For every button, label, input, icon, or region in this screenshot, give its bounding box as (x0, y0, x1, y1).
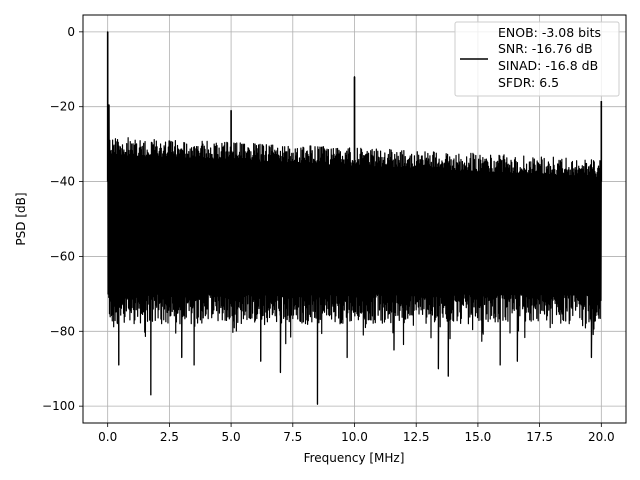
x-tick-label: 20.0 (588, 430, 615, 444)
x-tick-label: 5.0 (222, 430, 241, 444)
legend-line-enob: ENOB: -3.08 bits (498, 25, 601, 40)
y-tick-label: −40 (50, 175, 75, 189)
x-axis-ticks: 0.0 2.5 5.0 7.5 10.0 12.5 15.0 17.5 20.0 (98, 423, 615, 444)
x-tick-label: 15.0 (465, 430, 492, 444)
x-axis-label: Frequency [MHz] (304, 451, 405, 465)
x-tick-label: 0.0 (98, 430, 117, 444)
y-axis-ticks: 0 −20 −40 −60 −80 −100 (42, 25, 83, 413)
x-tick-label: 12.5 (403, 430, 430, 444)
legend-line-sinad: SINAD: -16.8 dB (498, 58, 598, 73)
y-tick-label: −60 (50, 249, 75, 263)
x-tick-label: 7.5 (283, 430, 302, 444)
x-tick-label: 17.5 (526, 430, 553, 444)
legend: ENOB: -3.08 bits SNR: -16.76 dB SINAD: -… (454, 21, 620, 97)
x-tick-label: 2.5 (160, 430, 179, 444)
y-tick-label: −80 (50, 324, 75, 338)
legend-box (454, 21, 620, 97)
y-tick-label: −20 (50, 100, 75, 114)
y-axis-label: PSD [dB] (14, 192, 28, 245)
x-tick-label: 10.0 (341, 430, 368, 444)
psd-series (106, 31, 603, 405)
legend-line-sfdr: SFDR: 6.5 (498, 75, 559, 90)
y-tick-label: −100 (42, 399, 75, 413)
y-tick-label: 0 (67, 25, 75, 39)
legend-line-snr: SNR: -16.76 dB (498, 41, 593, 56)
psd-trace (107, 31, 602, 405)
